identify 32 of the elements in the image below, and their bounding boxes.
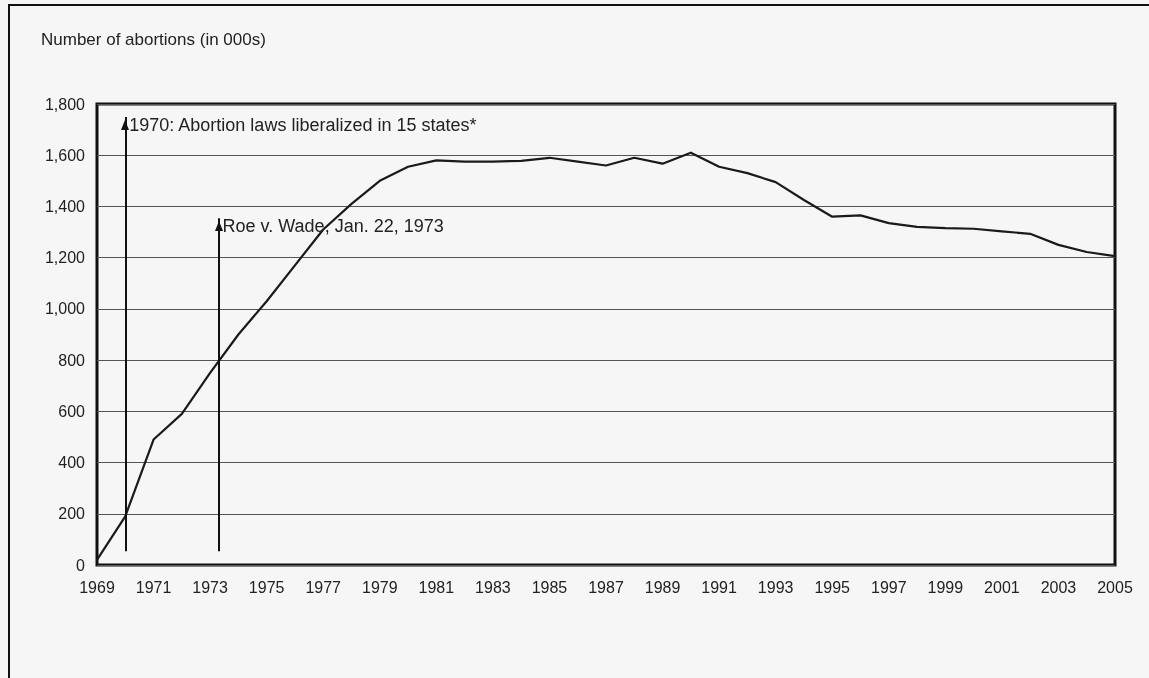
x-tick-label: 1979 <box>361 578 398 596</box>
x-tick-label: 1993 <box>757 578 794 596</box>
x-tick-label: 1985 <box>531 578 568 596</box>
y-tick-label: 800 <box>58 351 86 369</box>
y-tick-label: 0 <box>76 556 86 574</box>
y-axis-title: Number of abortions (in 000s) <box>41 30 266 49</box>
x-tick-label: 1969 <box>79 578 115 596</box>
x-tick-label: 1977 <box>305 578 342 596</box>
x-tick-label: 2001 <box>984 578 1020 596</box>
x-tick-label: 1981 <box>418 578 455 596</box>
x-tick-label: 1999 <box>927 578 964 596</box>
x-tick-label: 1973 <box>192 578 229 596</box>
x-tick-label: 2003 <box>1040 578 1077 596</box>
y-tick-label: 200 <box>58 505 86 523</box>
x-tick-label: 1995 <box>814 578 851 596</box>
y-tick-label: 1,400 <box>44 197 86 215</box>
y-tick-label: 600 <box>58 402 86 420</box>
x-tick-label: 1997 <box>870 578 907 596</box>
ref-line-label: Roe v. Wade, Jan. 22, 1973 <box>222 216 444 237</box>
y-tick-label: 1,000 <box>44 300 86 318</box>
x-tick-label: 1975 <box>248 578 285 596</box>
x-tick-label: 1989 <box>644 578 681 596</box>
x-tick-label: 1991 <box>701 578 738 596</box>
y-tick-label: 1,200 <box>44 249 86 267</box>
x-tick-label: 1983 <box>475 578 511 596</box>
y-tick-label: 1,800 <box>44 95 86 113</box>
x-tick-label: 1971 <box>135 578 172 596</box>
y-tick-label: 1,600 <box>44 146 86 164</box>
y-tick-label: 400 <box>58 454 86 472</box>
x-tick-label: 1987 <box>588 578 624 596</box>
x-tick-label: 2005 <box>1097 578 1133 596</box>
ref-line-label: 1970: Abortion laws liberalized in 15 states* <box>129 114 477 135</box>
